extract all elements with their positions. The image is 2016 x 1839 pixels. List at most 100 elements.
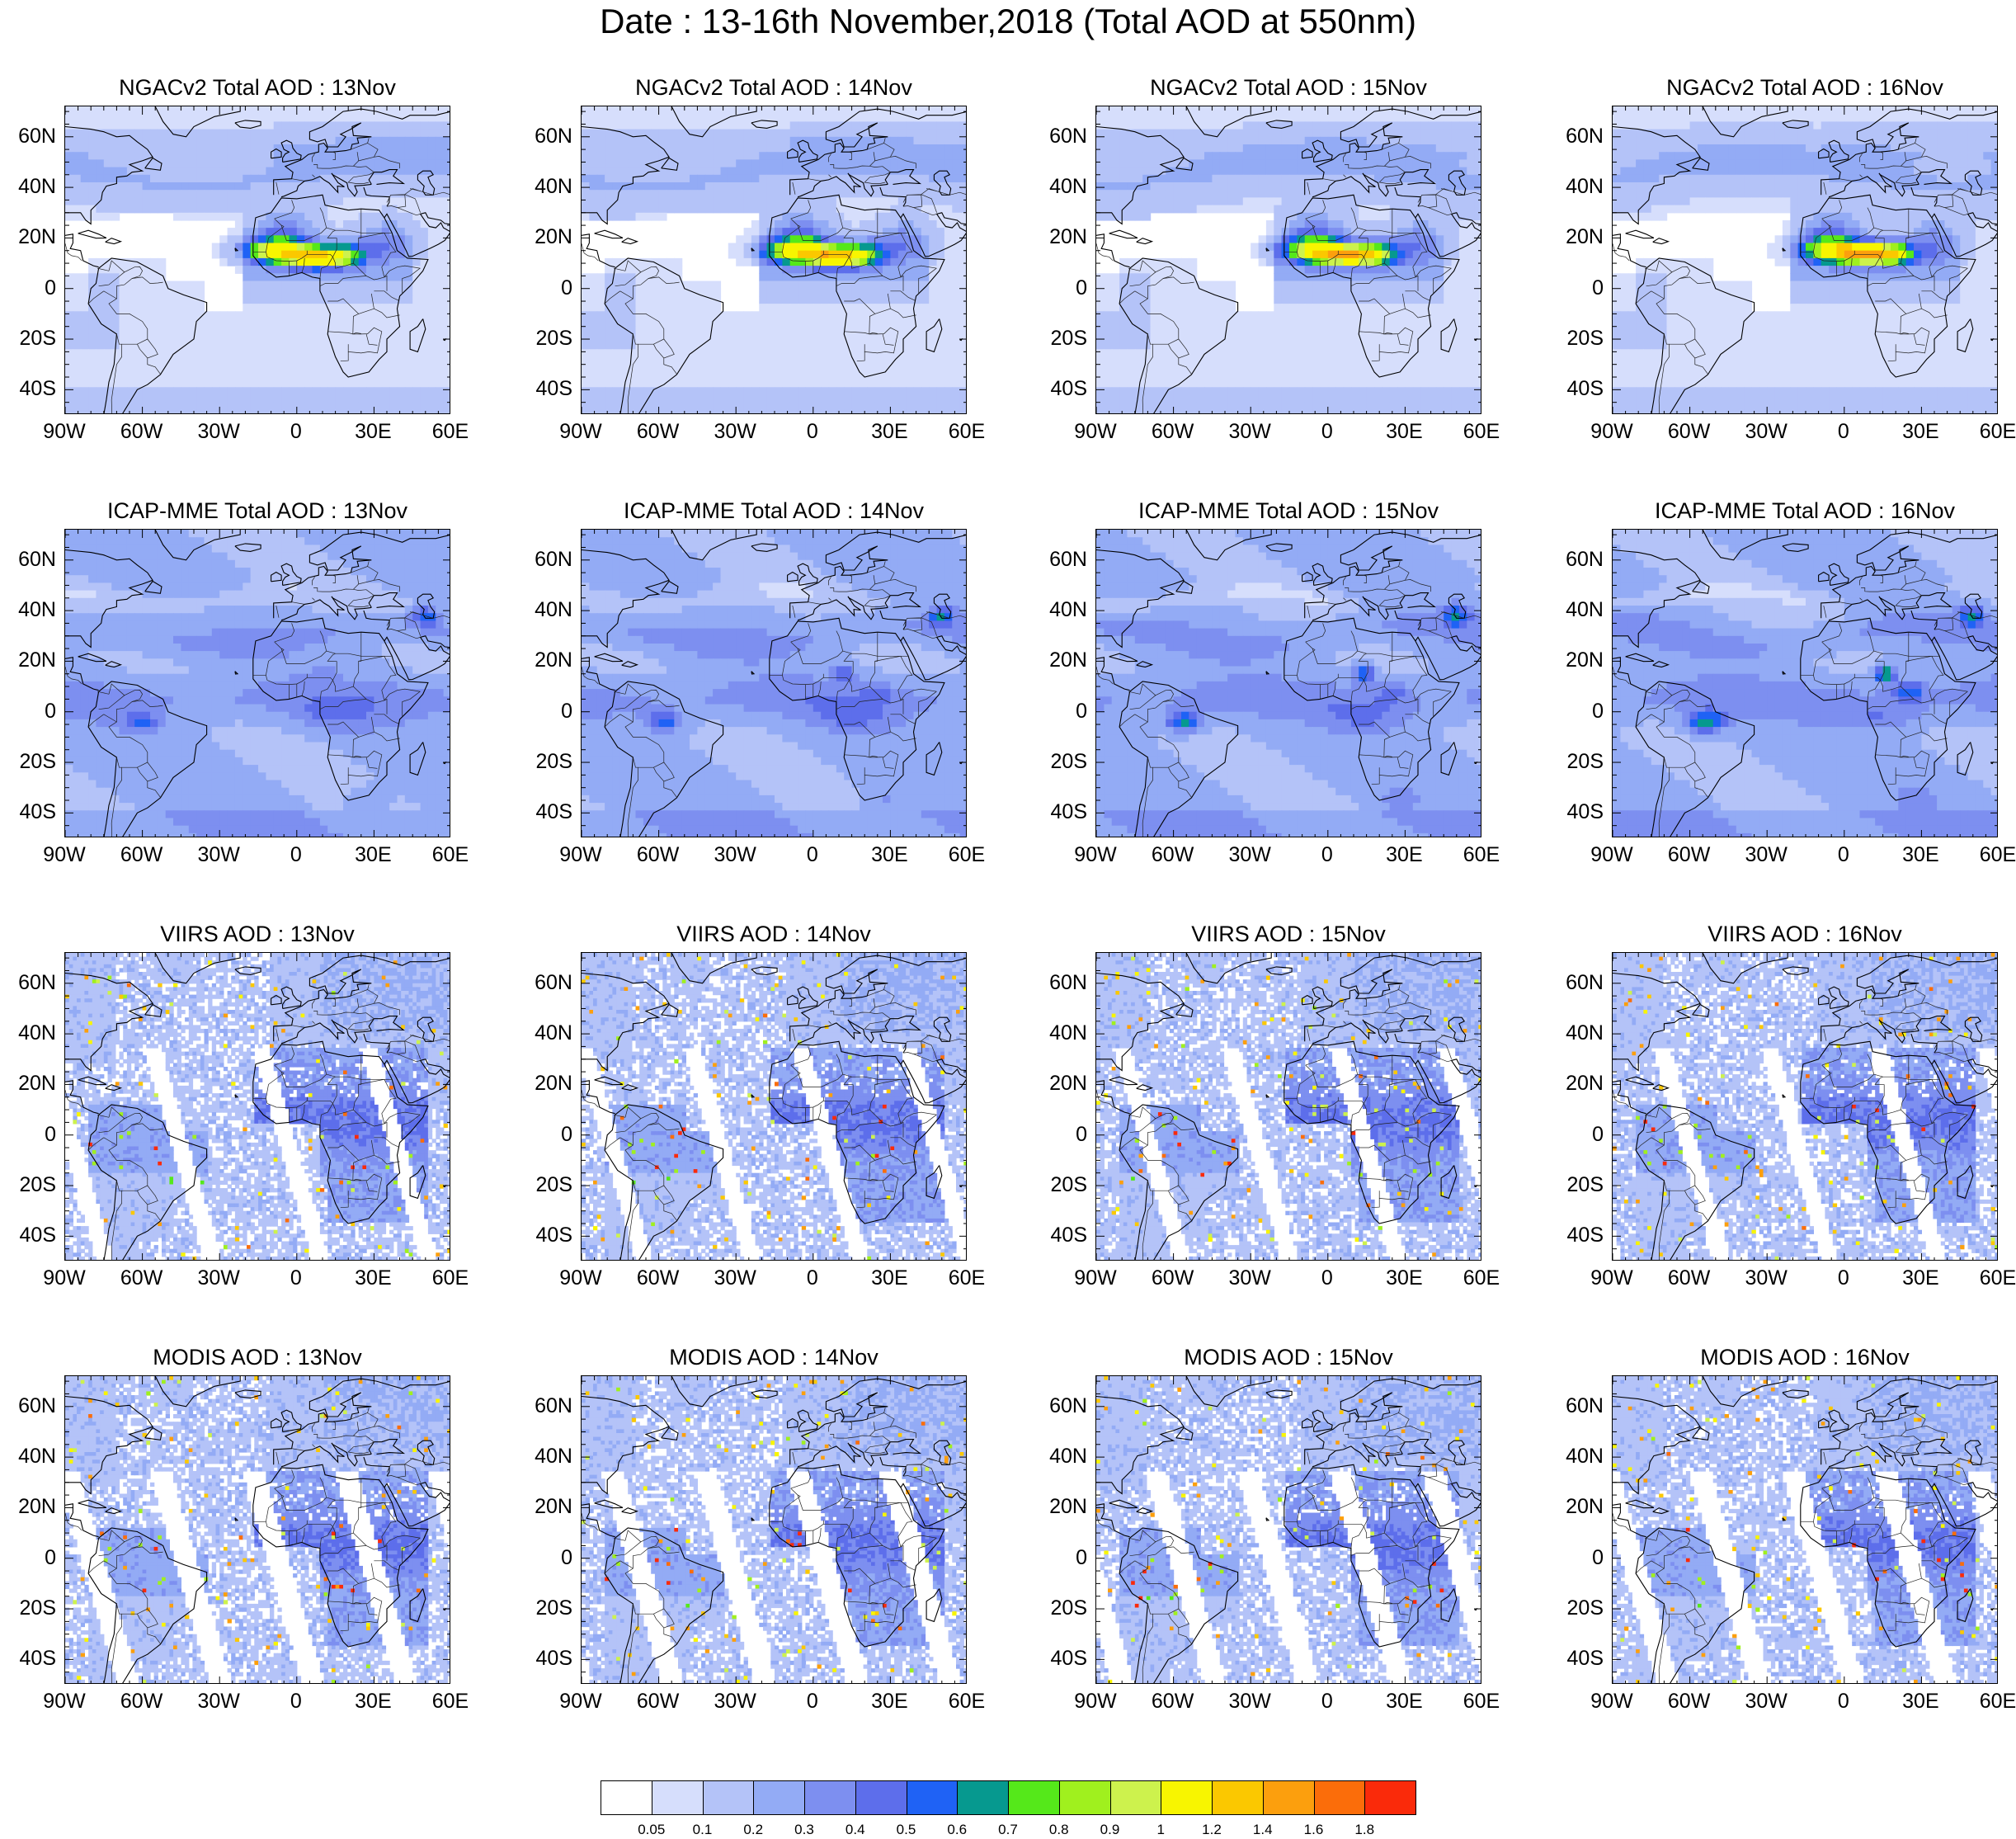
aod-cell (1289, 175, 1298, 183)
aod-cell (81, 159, 89, 167)
aod-cell (659, 114, 667, 122)
aod-cell (682, 334, 690, 342)
aod-cell (651, 334, 659, 342)
aod-cell (304, 410, 313, 414)
aod-cell (829, 106, 837, 115)
aod-cell (212, 152, 220, 160)
aod-cell (1259, 130, 1267, 138)
aod-cell (952, 258, 960, 266)
aod-cell (304, 130, 313, 138)
aod-cell (1236, 175, 1244, 183)
aod-cell (421, 372, 429, 380)
aod-cell (1382, 235, 1390, 243)
aod-cell (1452, 144, 1460, 153)
aod-cell (389, 410, 398, 414)
aod-cell (304, 144, 313, 153)
aod-cell (374, 372, 382, 380)
aod-cell (212, 197, 220, 205)
aod-cell (636, 304, 644, 312)
aod-cell (96, 372, 104, 380)
aod-cell (1429, 167, 1437, 176)
aod-cell (274, 372, 282, 380)
aod-cell (158, 152, 166, 160)
aod-cell (805, 357, 813, 365)
aod-cell (1135, 182, 1143, 191)
aod-cell (628, 159, 636, 167)
aod-cell (628, 152, 636, 160)
aod-cell (805, 403, 813, 411)
aod-cell (929, 167, 937, 176)
aod-cell (782, 387, 790, 395)
aod-cell (960, 342, 967, 350)
aod-cell (636, 311, 644, 319)
aod-cell (73, 137, 81, 145)
aod-cell (398, 197, 406, 205)
aod-cell (1475, 159, 1481, 167)
aod-cell (1181, 182, 1189, 191)
aod-cell (612, 152, 620, 160)
aod-cell (736, 175, 744, 183)
aod-cell (1420, 213, 1429, 221)
aod-cell (883, 243, 891, 252)
aod-cell (327, 387, 336, 395)
aod-cell (782, 395, 790, 403)
aod-cell (744, 387, 752, 395)
aod-cell (228, 152, 236, 160)
aod-cell (104, 273, 112, 281)
aod-cell (436, 137, 444, 145)
aod-cell (1096, 167, 1105, 176)
aod-cell (1475, 182, 1481, 191)
aod-cell (366, 372, 374, 380)
aod-cell (219, 137, 228, 145)
aod-cell (852, 334, 860, 342)
aod-cell (960, 251, 967, 259)
aod-cell (120, 159, 128, 167)
aod-cell (1204, 190, 1213, 198)
aod-cell (759, 182, 767, 191)
aod-cell (921, 213, 930, 221)
aod-cell (351, 334, 359, 342)
aod-cell (744, 159, 752, 167)
aod-cell (836, 349, 845, 357)
aod-cell (782, 121, 790, 130)
aod-cell (1282, 235, 1290, 243)
aod-cell (359, 167, 367, 176)
aod-cell (327, 266, 336, 274)
aod-cell (266, 121, 274, 130)
aod-cell (921, 304, 930, 312)
aod-cell (351, 289, 359, 297)
aod-cell (767, 372, 775, 380)
aod-cell (405, 175, 413, 183)
aod-cell (374, 114, 382, 122)
aod-cell (181, 296, 189, 304)
aod-cell (775, 205, 783, 214)
aod-cell (751, 220, 760, 229)
aod-cell (389, 357, 398, 365)
aod-cell (751, 182, 760, 191)
aod-cell (659, 106, 667, 115)
aod-cell (906, 159, 914, 167)
aod-cell (336, 327, 344, 335)
aod-cell (1112, 130, 1120, 138)
aod-cell (274, 266, 282, 274)
aod-cell (628, 205, 636, 214)
aod-cell (1297, 106, 1305, 115)
aod-cell (960, 152, 967, 160)
aod-cell (389, 190, 398, 198)
aod-cell (297, 342, 305, 350)
aod-cell (697, 403, 705, 411)
aod-cell (1151, 106, 1159, 115)
aod-cell (829, 182, 837, 191)
aod-cell (382, 281, 390, 290)
aod-cell (336, 380, 344, 388)
aod-cell (189, 281, 197, 290)
aod-cell (281, 349, 290, 357)
aod-cell (937, 365, 945, 373)
aod-cell (636, 167, 644, 176)
aod-cell (713, 167, 721, 176)
aod-cell (212, 106, 220, 115)
aod-cell (73, 357, 81, 365)
aod-cell (790, 251, 798, 259)
aod-cell (790, 296, 798, 304)
aod-cell (744, 311, 752, 319)
